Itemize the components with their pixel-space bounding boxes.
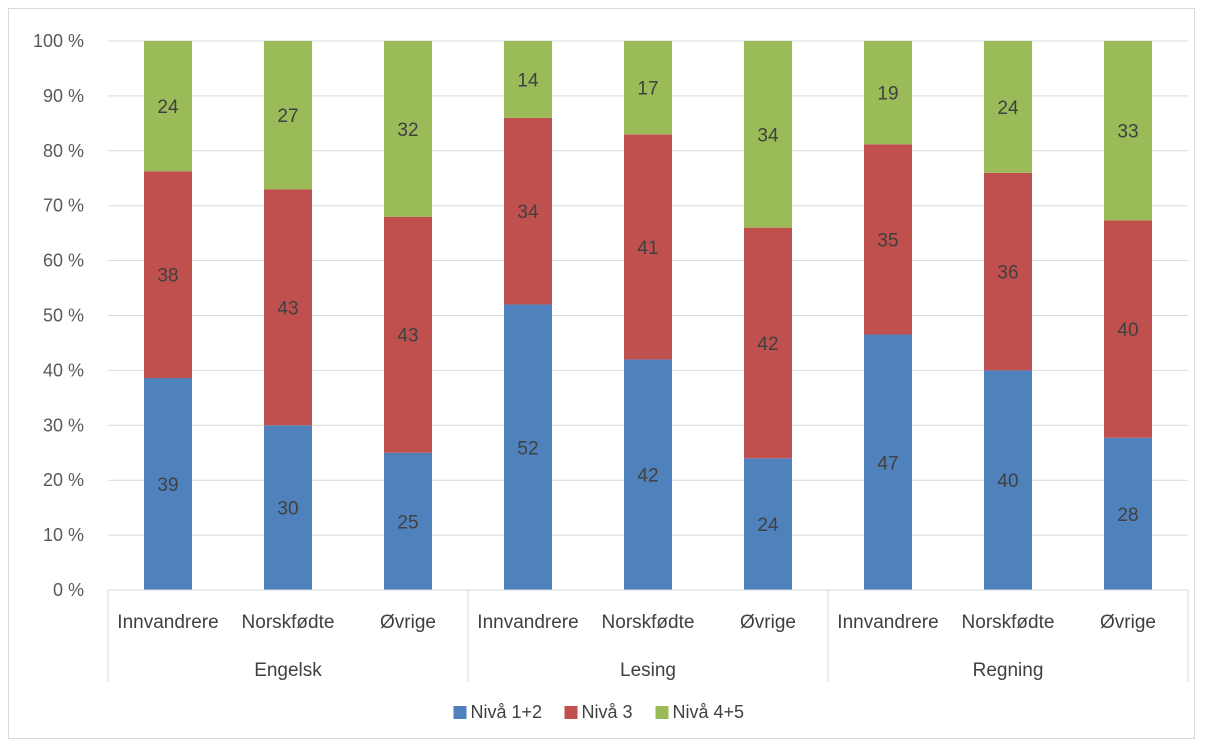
- y-tick-label: 30 %: [43, 415, 84, 435]
- y-tick-label: 90 %: [43, 86, 84, 106]
- bar-segment: [264, 425, 312, 590]
- x-tick-label: Øvrige: [1100, 612, 1156, 633]
- legend-swatch: [453, 706, 467, 719]
- data-label: 30: [277, 499, 298, 520]
- bar-segment: [864, 334, 912, 590]
- bar-segment: [864, 144, 912, 335]
- data-label: 38: [157, 266, 178, 287]
- data-label: 41: [637, 238, 658, 259]
- data-label: 27: [277, 106, 298, 127]
- data-label: 42: [637, 466, 658, 487]
- bar-segment: [384, 41, 432, 217]
- bar-segment: [744, 41, 792, 228]
- bar-segment: [1104, 41, 1152, 221]
- y-tick-label: 100 %: [33, 31, 84, 51]
- data-label: 32: [397, 120, 418, 141]
- data-label: 34: [757, 125, 779, 146]
- bar-segment: [624, 41, 672, 135]
- bar-segment: [504, 117, 552, 305]
- group-label: Lesing: [620, 660, 676, 681]
- bar-segment: [504, 41, 552, 118]
- y-tick-label: 40 %: [43, 360, 84, 380]
- y-tick-label: 70 %: [43, 196, 84, 216]
- x-tick-label: Øvrige: [740, 612, 796, 633]
- legend-swatch: [564, 706, 578, 719]
- data-label: 40: [1117, 320, 1138, 341]
- group-label: Engelsk: [254, 660, 322, 681]
- data-label: 34: [517, 202, 539, 223]
- bar-segment: [984, 172, 1032, 371]
- data-label: 33: [1117, 122, 1138, 143]
- data-label: 19: [877, 84, 898, 105]
- bar-segment: [624, 359, 672, 590]
- bar-segment: [264, 41, 312, 190]
- bar-segment: [984, 370, 1032, 590]
- data-label: 24: [997, 98, 1019, 119]
- data-label: 40: [997, 471, 1018, 492]
- axes: 0 % 10 % 20 % 30 % 40 % 50 % 60 % 70 % 80 % 90 % 1…: [33, 31, 1189, 682]
- data-label: 47: [877, 453, 898, 474]
- bar-segment: [624, 134, 672, 360]
- bar-segment: [384, 452, 432, 590]
- bar-segment: [264, 189, 312, 426]
- bar-segment: [144, 378, 192, 590]
- data-label: 25: [397, 512, 418, 533]
- legend-label: Nivå 3: [582, 702, 633, 722]
- data-label: 24: [757, 515, 779, 536]
- x-tick-label: Innvandrere: [477, 612, 578, 633]
- bar-segment: [1104, 220, 1152, 438]
- y-tick-label: 60 %: [43, 251, 84, 271]
- data-label: 52: [517, 438, 538, 459]
- group-label: Regning: [973, 660, 1044, 681]
- data-label: 42: [757, 334, 778, 355]
- y-tick-label: 50 %: [43, 306, 84, 326]
- y-tick-label: 20 %: [43, 470, 84, 490]
- bars: [144, 41, 1152, 590]
- y-tick-label: 80 %: [43, 141, 84, 161]
- legend-label: Nivå 1+2: [471, 702, 543, 722]
- legend-swatch: [655, 706, 669, 719]
- y-tick-label: 0 %: [53, 580, 84, 600]
- bar-segment: [744, 458, 792, 590]
- data-label: 17: [637, 79, 658, 100]
- data-label: 35: [877, 230, 898, 251]
- bar-segment: [504, 304, 552, 590]
- data-label: 43: [397, 326, 418, 347]
- legend: Nivå 1+2 Nivå 3 Nivå 4+5: [453, 702, 745, 722]
- x-tick-label: Innvandrere: [117, 612, 218, 633]
- data-label: 36: [997, 263, 1018, 284]
- data-label: 24: [157, 97, 179, 118]
- data-label: 14: [517, 70, 539, 91]
- bar-segment: [984, 41, 1032, 173]
- bar-segment: [1104, 437, 1152, 590]
- x-tick-label: Norskfødte: [962, 612, 1055, 633]
- data-labels: 39 38 24 30 43 27 25 43 32 52 34 14 42 41 17 24 42 34 47 35…: [157, 70, 1138, 536]
- bar-segment: [864, 41, 912, 145]
- x-tick-label: Innvandrere: [837, 612, 938, 633]
- y-tick-label: 10 %: [43, 525, 84, 545]
- legend-label: Nivå 4+5: [673, 702, 745, 722]
- data-label: 43: [277, 298, 298, 319]
- x-tick-label: Øvrige: [380, 612, 436, 633]
- bar-segment: [144, 41, 192, 172]
- x-tick-label: Norskfødte: [602, 612, 695, 633]
- data-label: 39: [157, 475, 178, 496]
- bar-segment: [144, 171, 192, 379]
- bar-segment: [384, 216, 432, 453]
- x-tick-label: Norskfødte: [242, 612, 335, 633]
- data-label: 28: [1117, 505, 1138, 526]
- bar-segment: [744, 227, 792, 459]
